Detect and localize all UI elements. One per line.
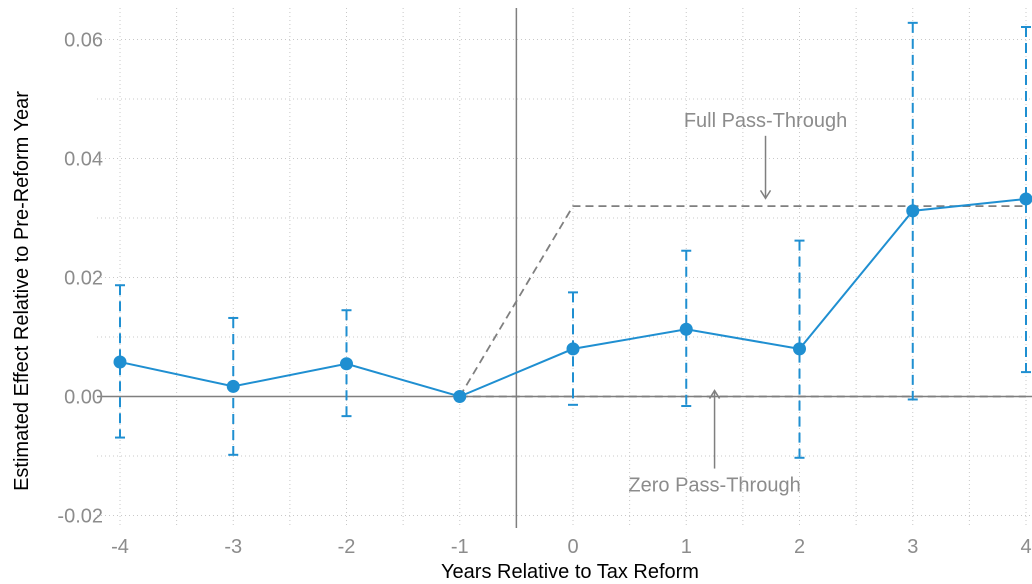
y-tick-label: 0.00 [64,387,103,409]
estimate-point [453,390,467,403]
estimate-point [340,357,353,371]
full-pass-through-label: Full Pass-Through [684,110,847,132]
estimate-point [679,322,693,336]
y-tick-label: 0.06 [64,30,103,52]
annotations-layer: Full Pass-Through Zero Pass-Through [628,110,847,497]
x-tick-label: 2 [794,536,805,558]
x-tick-label: 3 [907,536,918,558]
y-axis-title: Estimated Effect Relative to Pre-Reform … [11,91,33,491]
zero-pass-through-arrowhead [708,389,721,399]
x-tick-label: -1 [451,536,469,558]
x-tick-label: -2 [338,536,356,558]
grid-layer [97,8,1032,528]
x-tick-label: 4 [1020,536,1031,558]
y-tick-label: 0.02 [64,268,103,290]
x-axis-title: Years Relative to Tax Reform [441,561,699,583]
series-layer [113,21,1032,459]
x-tick-label: 1 [681,536,692,558]
estimate-point [113,355,127,369]
zero-pass-through-label: Zero Pass-Through [628,475,800,497]
estimate-point [566,342,580,356]
estimate-point [793,342,806,356]
y-tick-label: 0.04 [64,149,103,171]
estimate-point [1019,192,1032,206]
x-tick-label: -3 [224,536,242,558]
estimate-point [226,379,240,393]
tick-labels-layer: -4 -3 -2 -1 0 1 2 3 4 -0.02 0.00 0.02 0.04 0.06 [57,30,1031,559]
x-tick-label: -4 [111,536,129,558]
full-pass-through-line [458,205,1026,397]
y-tick-label: -0.02 [57,506,103,528]
estimate-point [906,204,920,218]
reference-lines [97,8,1032,528]
x-tick-label: 0 [567,536,578,558]
full-pass-through-arrowhead [759,189,772,200]
